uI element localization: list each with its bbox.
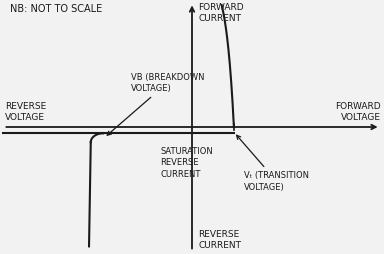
Text: REVERSE
VOLTAGE: REVERSE VOLTAGE <box>5 102 46 122</box>
Text: NB: NOT TO SCALE: NB: NOT TO SCALE <box>10 4 103 14</box>
Text: REVERSE
CURRENT: REVERSE CURRENT <box>198 230 241 250</box>
Text: VB (BREAKDOWN
VOLTAGE): VB (BREAKDOWN VOLTAGE) <box>107 73 204 135</box>
Text: Vₜ (TRANSITION
VOLTAGE): Vₜ (TRANSITION VOLTAGE) <box>237 135 310 192</box>
Text: FORWARD
VOLTAGE: FORWARD VOLTAGE <box>335 102 381 122</box>
Text: SATURATION
REVERSE
CURRENT: SATURATION REVERSE CURRENT <box>161 147 214 179</box>
Text: FORWARD
CURRENT: FORWARD CURRENT <box>198 3 244 23</box>
